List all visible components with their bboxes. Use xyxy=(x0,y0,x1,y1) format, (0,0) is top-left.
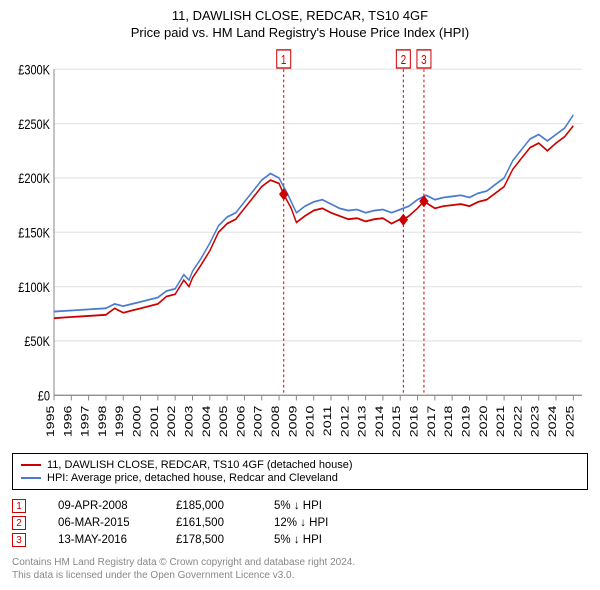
sale-row: 3 13-MAY-2016 £178,500 5% ↓ HPI xyxy=(12,533,588,547)
svg-text:£100K: £100K xyxy=(18,278,50,295)
svg-text:2007: 2007 xyxy=(251,406,264,438)
sales-table: 1 09-APR-2008 £185,000 5% ↓ HPI 2 06-MAR-2015… xyxy=(12,496,588,550)
sale-date: 09-APR-2008 xyxy=(58,500,148,512)
svg-text:1998: 1998 xyxy=(96,406,109,438)
svg-text:2012: 2012 xyxy=(338,406,351,438)
svg-text:£250K: £250K xyxy=(18,115,50,132)
sale-diff: 12% ↓ HPI xyxy=(274,517,364,529)
svg-text:2006: 2006 xyxy=(234,406,247,438)
svg-text:1999: 1999 xyxy=(113,406,126,438)
footer: Contains HM Land Registry data © Crown c… xyxy=(12,556,588,582)
svg-text:2023: 2023 xyxy=(528,406,541,438)
sale-date: 13-MAY-2016 xyxy=(58,534,148,546)
svg-text:2024: 2024 xyxy=(546,406,559,438)
sale-diff: 5% ↓ HPI xyxy=(274,534,364,546)
chart-subtitle: Price paid vs. HM Land Registry's House … xyxy=(12,25,588,40)
sale-row: 1 09-APR-2008 £185,000 5% ↓ HPI xyxy=(12,499,588,513)
svg-text:2015: 2015 xyxy=(390,406,403,438)
svg-text:2005: 2005 xyxy=(217,406,230,438)
legend-item: 11, DAWLISH CLOSE, REDCAR, TS10 4GF (det… xyxy=(21,459,579,471)
svg-text:£300K: £300K xyxy=(18,61,50,78)
sale-date: 06-MAR-2015 xyxy=(58,517,148,529)
sale-marker: 3 xyxy=(12,533,26,547)
address-title: 11, DAWLISH CLOSE, REDCAR, TS10 4GF xyxy=(12,8,588,23)
svg-text:1: 1 xyxy=(281,54,287,67)
svg-text:2017: 2017 xyxy=(424,406,437,438)
sale-row: 2 06-MAR-2015 £161,500 12% ↓ HPI xyxy=(12,516,588,530)
line-chart: £0 £50K £100K £150K £200K £250K £300K 1 2 3 1995 19… xyxy=(12,46,588,447)
legend-swatch xyxy=(21,477,41,479)
legend-swatch xyxy=(21,464,41,466)
svg-text:£150K: £150K xyxy=(18,224,50,241)
svg-text:2019: 2019 xyxy=(459,406,472,438)
chart-area: £0 £50K £100K £150K £200K £250K £300K 1 2 3 1995 19… xyxy=(12,46,588,447)
sale-marker: 1 xyxy=(12,499,26,513)
svg-text:2: 2 xyxy=(401,54,407,67)
svg-text:2009: 2009 xyxy=(286,406,299,438)
svg-text:£200K: £200K xyxy=(18,170,50,187)
sale-diff: 5% ↓ HPI xyxy=(274,500,364,512)
sale-marker: 2 xyxy=(12,516,26,530)
svg-text:2020: 2020 xyxy=(476,406,489,438)
svg-text:3: 3 xyxy=(421,54,427,67)
svg-text:£0: £0 xyxy=(38,387,50,404)
svg-text:2018: 2018 xyxy=(442,406,455,438)
svg-text:2013: 2013 xyxy=(355,406,368,438)
svg-text:1995: 1995 xyxy=(44,406,57,438)
svg-text:2003: 2003 xyxy=(182,406,195,438)
svg-text:2004: 2004 xyxy=(199,406,212,438)
svg-text:2016: 2016 xyxy=(407,406,420,438)
sale-price: £178,500 xyxy=(176,534,246,546)
svg-text:2022: 2022 xyxy=(511,406,524,438)
legend-label: HPI: Average price, detached house, Redc… xyxy=(47,472,338,484)
svg-text:2001: 2001 xyxy=(147,406,160,438)
sale-price: £185,000 xyxy=(176,500,246,512)
legend: 11, DAWLISH CLOSE, REDCAR, TS10 4GF (det… xyxy=(12,453,588,490)
svg-text:1996: 1996 xyxy=(61,406,74,438)
svg-text:1997: 1997 xyxy=(78,406,91,438)
svg-text:2011: 2011 xyxy=(321,406,334,437)
svg-text:2010: 2010 xyxy=(303,406,316,438)
svg-text:2008: 2008 xyxy=(269,406,282,438)
svg-text:2000: 2000 xyxy=(130,406,143,438)
legend-label: 11, DAWLISH CLOSE, REDCAR, TS10 4GF (det… xyxy=(47,459,352,471)
footer-line-1: Contains HM Land Registry data © Crown c… xyxy=(12,556,588,569)
footer-line-2: This data is licensed under the Open Gov… xyxy=(12,569,588,582)
svg-text:2014: 2014 xyxy=(373,406,386,438)
svg-text:2025: 2025 xyxy=(563,406,576,438)
svg-text:2021: 2021 xyxy=(494,406,507,438)
sale-price: £161,500 xyxy=(176,517,246,529)
svg-text:2002: 2002 xyxy=(165,406,178,438)
svg-text:£50K: £50K xyxy=(24,333,50,350)
legend-item: HPI: Average price, detached house, Redc… xyxy=(21,472,579,484)
